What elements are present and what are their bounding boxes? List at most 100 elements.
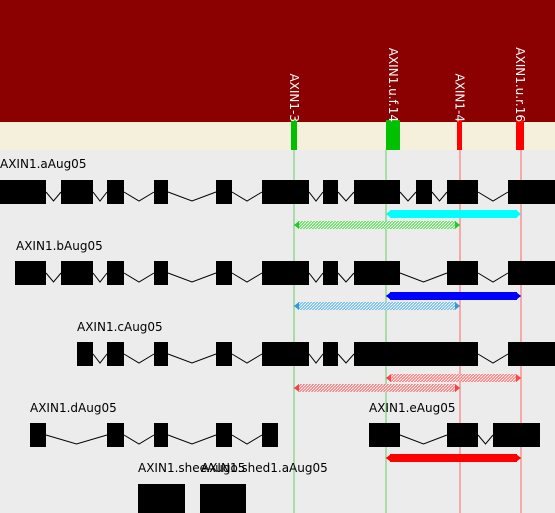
exon-block [323,342,338,366]
intron-line [231,272,263,283]
primer-marker [291,120,297,150]
transcript-label: AXIN1.dAug05 [30,401,117,415]
primer-label: AXIN1-3 [287,73,301,122]
intron-line [45,434,108,445]
exon-block [493,423,540,447]
transcript-label: AXIN1.cAug05 [77,320,163,334]
amplicon-bar [386,292,521,300]
intron-line [477,191,509,202]
transcript-label: AXIN1.sheeAugo5 [138,461,245,475]
amplicon-fill [390,210,517,218]
intron-line [231,191,263,202]
exon-block [323,180,338,204]
amplicon-bar [294,302,460,310]
primer-track-band [0,122,555,150]
primer-label: AXIN1-4 [453,73,467,122]
exon-block [262,423,278,447]
intron-line [399,191,417,202]
primer-marker [386,120,400,150]
exon-block [138,484,185,513]
exon-block [154,180,168,204]
exon-block [262,342,309,366]
transcript-t-f: AXIN1.sheeAugo5 [138,461,245,513]
amplicon-fill [390,292,517,300]
exon-block [508,342,555,366]
amplicon-arrow-right [455,302,460,310]
amplicon-bar [294,221,460,229]
intron-line [231,353,263,364]
transcript-t-g: AXIN1.shed1.aAug05 [200,461,328,513]
exon-block [262,261,309,285]
amplicon-arrow-left [386,292,391,300]
intron-line [167,272,217,283]
exon-block [447,423,478,447]
exon-block [216,423,232,447]
transcript-t-c: AXIN1.cAug05 [77,320,555,366]
exon-block [61,261,93,285]
amplicon-arrow-right [516,454,521,462]
exon-block [447,261,478,285]
exon-block [354,342,478,366]
exon-block [154,423,168,447]
intron-line [399,434,448,445]
amplicon-fill [390,454,517,462]
exon-block [216,180,232,204]
exon-block [107,342,124,366]
intron-line [308,272,324,283]
intron-line [337,353,355,364]
exon-block [262,180,309,204]
amplicon-arrow-right [455,221,460,229]
transcript-t-a: AXIN1.aAug05 [0,157,555,204]
intron-line [477,272,509,283]
exon-block [508,180,555,204]
exon-block [354,180,400,204]
amplicon-arrow-left [386,374,391,382]
exon-block [77,342,93,366]
amplicon-arrow-right [455,384,460,392]
amplicon-hatch [298,221,456,229]
exon-block [369,423,400,447]
transcript-t-b: AXIN1.bAug05 [15,239,555,285]
intron-line [308,191,324,202]
primer-label: AXIN1.u.f.14 [386,48,400,122]
exon-block [61,180,93,204]
amplicon-arrow-left [386,454,391,462]
intron-line [431,191,448,202]
exon-block [30,423,46,447]
intron-line [477,353,509,364]
exon-block [154,342,168,366]
transcript-t-e: AXIN1.eAug05 [369,401,540,447]
primer-marker [457,120,462,150]
intron-line [123,434,155,445]
exon-block [107,423,124,447]
primer-label: AXIN1.u.r.16 [513,47,527,122]
exon-block [107,180,124,204]
intron-line [45,272,62,283]
intron-line [167,434,217,445]
amplicon-hatch [298,302,456,310]
intron-line [167,191,217,202]
primer-header-band [0,0,555,122]
exon-block [323,261,338,285]
intron-line [123,272,155,283]
amplicon-arrow-right [516,210,521,218]
transcript-label: AXIN1.aAug05 [0,157,86,171]
transcript-label: AXIN1.eAug05 [369,401,455,415]
exon-block [354,261,400,285]
amplicon-arrow-left [294,302,299,310]
exon-block [15,261,46,285]
amplicon-arrow-right [516,374,521,382]
intron-line [308,353,324,364]
amplicon-bar [386,454,521,462]
amplicon-arrow-right [516,292,521,300]
intron-line [123,353,155,364]
intron-line [45,191,62,202]
exon-block [107,261,124,285]
exon-block [154,261,168,285]
exon-block [200,484,246,513]
amplicon-bar [294,384,460,392]
amplicon-arrow-left [294,221,299,229]
intron-line [167,353,217,364]
primer-marker [516,120,524,150]
